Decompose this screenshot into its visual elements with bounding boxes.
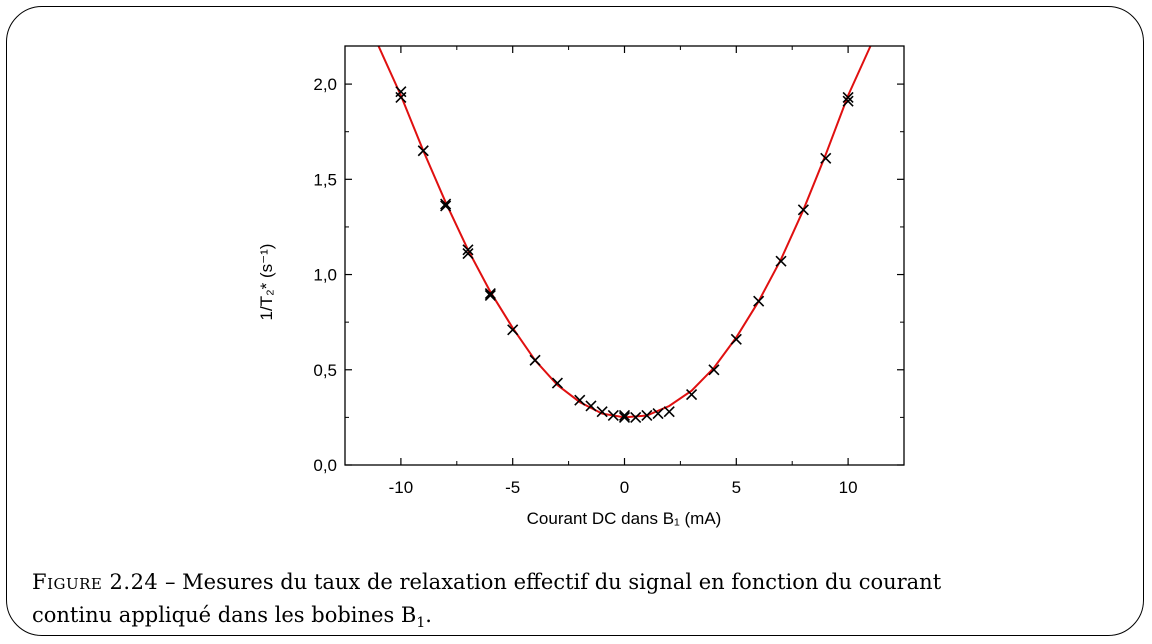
data-point — [607, 409, 619, 422]
x-tick-label: 0 — [620, 478, 629, 497]
data-point — [618, 411, 631, 423]
data-point — [440, 200, 452, 212]
data-point — [395, 91, 407, 103]
y-tick-label: 0,0 — [313, 456, 337, 475]
x-tick-label: -10 — [389, 478, 414, 497]
data-point — [417, 145, 429, 157]
y-tick-label: 0,5 — [313, 361, 337, 380]
caption-line-2: continu appliqué dans les bobines B1. — [32, 599, 1132, 640]
x-tick-label: -5 — [505, 478, 520, 497]
y-tick-label: 2,0 — [313, 75, 337, 94]
data-point — [462, 244, 474, 256]
data-point — [663, 406, 675, 418]
data-point — [797, 204, 809, 216]
data-point — [842, 95, 854, 107]
data-point — [596, 406, 608, 418]
caption-text-1: Mesures du taux de relaxation effectif d… — [182, 570, 942, 594]
data-point — [484, 289, 496, 302]
y-tick-label: 1,5 — [313, 170, 337, 189]
figure-caption: Figure 2.24 – Mesures du taux de relaxat… — [32, 566, 1132, 640]
data-point — [462, 248, 474, 260]
data-point — [574, 394, 586, 406]
data-point — [730, 333, 742, 345]
chart: -10 -5 0 5 10 0,0 0,5 1,0 1,5 2,0 Courant DC dans… — [257, 45, 905, 528]
y-tick-label: 1,0 — [313, 266, 337, 285]
data-point — [618, 409, 631, 422]
labels-layer: -10 -5 0 5 10 0,0 0,5 1,0 1,5 2,0 — [313, 75, 857, 497]
data-point — [529, 354, 541, 366]
x-axis-label: Courant DC dans B₁ (mA) — [527, 509, 722, 528]
fit-layer — [377, 45, 872, 419]
caption-text-3: . — [425, 603, 432, 627]
data-point — [641, 409, 653, 422]
caption-text-2: continu appliqué dans les bobines B — [32, 603, 417, 627]
data-point — [753, 295, 765, 307]
data-point — [484, 288, 496, 300]
data-point — [507, 324, 519, 336]
data-point — [686, 388, 698, 401]
data-point — [551, 377, 563, 389]
data-point — [585, 400, 597, 412]
y-axis-label: 1/T₂* (s⁻¹) — [257, 244, 276, 321]
data-point — [652, 408, 664, 420]
points-layer — [395, 86, 854, 423]
caption-line-1: Figure 2.24 – Mesures du taux de relaxat… — [32, 566, 1132, 599]
caption-separator: – — [158, 570, 183, 594]
x-tick-label: 10 — [839, 478, 858, 497]
data-point — [842, 91, 854, 103]
data-point — [775, 255, 787, 267]
caption-subscript: 1 — [416, 615, 426, 632]
ticks-layer — [344, 46, 905, 466]
plot-area-box — [344, 45, 905, 466]
data-point — [630, 411, 642, 423]
data-point — [440, 198, 452, 210]
fit-curve — [377, 45, 872, 419]
data-point — [708, 364, 720, 376]
figure-frame — [6, 6, 1144, 636]
x-tick-label: 5 — [732, 478, 741, 497]
data-point — [820, 152, 832, 164]
figure-label: Figure 2.24 — [32, 570, 159, 594]
